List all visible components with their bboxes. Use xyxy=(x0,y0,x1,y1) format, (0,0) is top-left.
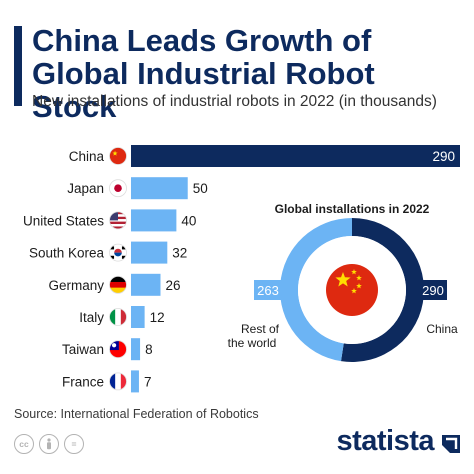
donut-label-rest: the world xyxy=(228,336,277,350)
category-label: Japan xyxy=(67,181,104,196)
license-icons: cc = xyxy=(14,434,84,454)
france-flag-icon xyxy=(109,372,127,391)
bar xyxy=(131,306,145,328)
cc-icon[interactable]: cc xyxy=(14,434,34,454)
bar-value-label: 26 xyxy=(165,278,180,293)
south-korea-flag-icon xyxy=(109,243,127,262)
donut-slice xyxy=(340,218,425,362)
donut-value-china: 290 xyxy=(422,283,444,298)
bar-value-label: 40 xyxy=(181,213,196,228)
bar-value-label: 7 xyxy=(144,374,152,389)
title-accent-bar xyxy=(14,26,22,106)
category-label: South Korea xyxy=(29,246,105,261)
bar-value-label: 290 xyxy=(432,149,455,164)
taiwan-flag-icon xyxy=(109,340,127,359)
us-flag-icon xyxy=(109,211,127,230)
source-note: Source: International Federation of Robo… xyxy=(14,407,259,421)
bar xyxy=(131,338,141,361)
donut-value-rest-box xyxy=(254,280,282,300)
bar xyxy=(131,241,168,264)
donut-slice xyxy=(280,218,352,362)
germany-flag-icon xyxy=(109,275,127,294)
category-label: Germany xyxy=(48,278,104,293)
bar xyxy=(131,145,460,167)
donut-label-rest: Rest of xyxy=(241,322,280,336)
category-label: United States xyxy=(23,213,104,228)
bar-value-label: 32 xyxy=(172,246,187,261)
chart-title: China Leads Growth of Global Industrial … xyxy=(32,23,375,124)
china-flag-icon xyxy=(109,147,127,165)
bar xyxy=(131,370,139,393)
donut-value-china-box xyxy=(419,280,447,300)
donut-label-china: China xyxy=(426,322,458,336)
category-label: France xyxy=(62,374,104,389)
donut-title: Global installations in 2022 xyxy=(275,202,430,216)
chart-subtitle: New installations of industrial robots i… xyxy=(32,93,437,110)
bar xyxy=(131,177,188,200)
bar-value-label: 50 xyxy=(193,181,208,196)
no-derivatives-icon[interactable]: = xyxy=(64,434,84,454)
statista-logo-icon[interactable] xyxy=(440,431,462,457)
italy-flag-icon xyxy=(109,308,127,326)
china-flag-icon xyxy=(326,264,378,316)
donut-value-rest: 263 xyxy=(257,283,279,298)
category-label: China xyxy=(69,149,105,164)
bar xyxy=(131,209,177,232)
japan-flag-icon xyxy=(109,179,127,198)
category-label: Italy xyxy=(79,310,104,325)
bar-value-label: 8 xyxy=(145,342,153,357)
statista-logo-text[interactable]: statista xyxy=(336,425,434,457)
category-label: Taiwan xyxy=(62,342,104,357)
bar xyxy=(131,273,161,296)
bar-value-label: 12 xyxy=(150,310,165,325)
attribution-icon[interactable] xyxy=(39,434,59,454)
